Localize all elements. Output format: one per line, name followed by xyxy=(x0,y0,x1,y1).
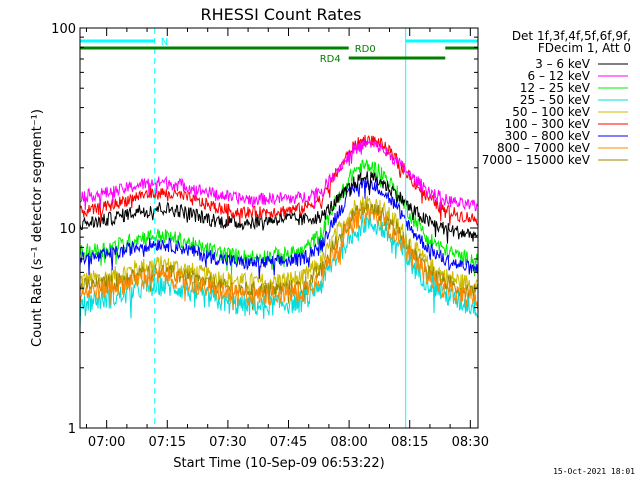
series-line xyxy=(79,177,478,279)
x-tick-label: 07:30 xyxy=(209,435,246,450)
legend-entry-label: 800 – 7000 keV xyxy=(497,141,591,155)
x-tick-label: 08:30 xyxy=(452,435,489,450)
legend-entry-label: 7000 – 15000 keV xyxy=(482,153,591,167)
legend-entry-label: 3 – 6 keV xyxy=(535,57,591,71)
legend-entry-label: 100 – 300 keV xyxy=(505,117,591,131)
y-tick-label: 100 xyxy=(51,22,76,37)
footer-timestamp: 15-Oct-2021 18:01 xyxy=(553,467,635,476)
legend-entry-label: 12 – 25 keV xyxy=(520,81,591,95)
legend-entry-label: 300 – 800 keV xyxy=(505,129,591,143)
legend: Det 1f,3f,4f,5f,6f,9f, FDecim 1, Att 0 3… xyxy=(482,29,631,167)
series-layer xyxy=(79,134,478,329)
axis-layer: 07:00 07:15 07:30 07:45 08:00 08:15 08:30 1 10 10… xyxy=(51,22,489,450)
flag-bar-layer: N RD0 RD4 xyxy=(80,37,478,65)
legend-entry-label: 6 – 12 keV xyxy=(528,69,591,83)
y-tick-label: 1 xyxy=(68,422,76,437)
flag-bar-label: RD4 xyxy=(320,54,341,65)
chart-title: RHESSI Count Rates xyxy=(201,5,362,24)
y-axis-label: Count Rate (s⁻¹ detector segment⁻¹) xyxy=(30,109,45,347)
x-tick-label: 07:15 xyxy=(149,435,186,450)
x-tick-label: 07:00 xyxy=(88,435,125,450)
x-tick-label: 07:45 xyxy=(270,435,307,450)
y-tick-label: 10 xyxy=(59,222,76,237)
legend-header-line-1: Det 1f,3f,4f,5f,6f,9f, xyxy=(512,29,631,43)
flag-bar-label: RD0 xyxy=(355,44,376,55)
legend-entry-label: 25 – 50 keV xyxy=(520,93,591,107)
flag-bar-label: N xyxy=(161,37,168,48)
legend-entry-label: 50 – 100 keV xyxy=(512,105,591,119)
series-line xyxy=(79,205,478,310)
series-line xyxy=(79,138,478,212)
x-axis-label: Start Time (10-Sep-09 06:53:22) xyxy=(173,456,384,471)
x-tick-label: 08:15 xyxy=(391,435,428,450)
series-line xyxy=(79,158,478,277)
x-tick-label: 08:00 xyxy=(330,435,367,450)
series-line xyxy=(79,171,478,244)
legend-header-line-2: FDecim 1, Att 0 xyxy=(538,41,631,55)
